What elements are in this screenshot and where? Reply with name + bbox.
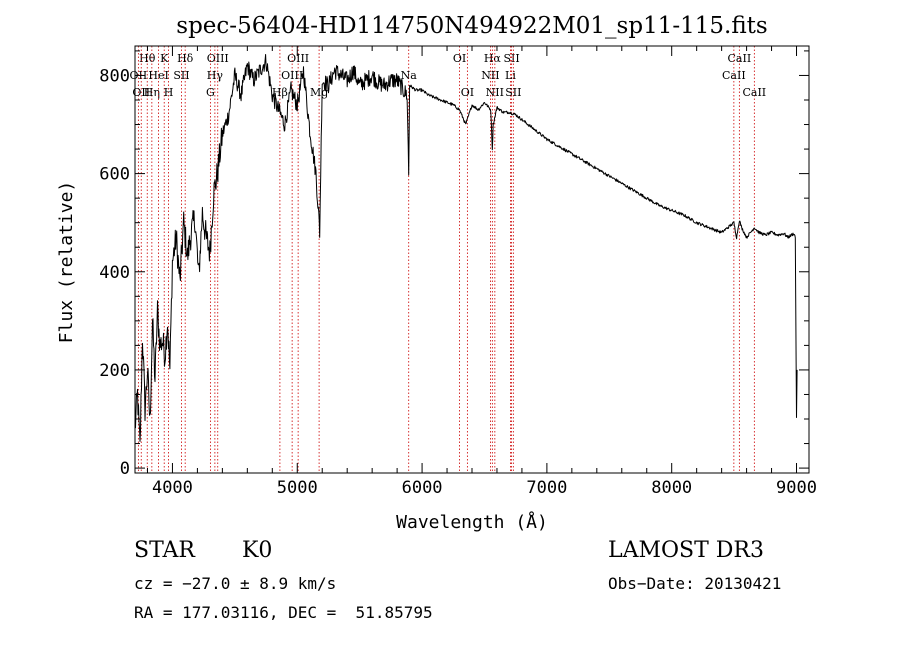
line-marker-label: OI: [453, 52, 466, 65]
line-marker-label: H: [164, 86, 174, 99]
line-marker-label: SII: [173, 69, 189, 82]
line-marker-label: Hα: [484, 52, 502, 65]
line-marker-label: NII: [486, 86, 504, 99]
coordinates-text: RA = 177.03116, DEC = 51.85795: [134, 603, 433, 622]
object-subclass: K0: [242, 538, 273, 563]
line-marker-label: Li: [505, 69, 516, 82]
y-axis-label: Flux (relative): [56, 181, 77, 344]
x-tick-label: 6000: [402, 478, 443, 498]
line-marker-label: Na: [401, 69, 418, 82]
x-tick-label: 5000: [277, 478, 318, 498]
x-tick-label: 4000: [152, 478, 193, 498]
line-marker-label: Hη: [144, 86, 160, 99]
line-marker-label: HeI: [148, 69, 168, 82]
y-tick-label: 200: [99, 361, 130, 381]
y-tick-label: 800: [99, 66, 130, 86]
line-marker-label: OIII: [207, 52, 229, 65]
line-marker-label: OI: [461, 86, 474, 99]
chart-title: spec-56404-HD114750N494922M01_sp11-115.f…: [176, 13, 767, 39]
line-marker-label: OIII: [287, 52, 309, 65]
line-marker-label: G: [206, 86, 215, 99]
obs-date-text: Obs−Date: 20130421: [608, 574, 782, 593]
line-marker-label: Mg: [310, 86, 328, 99]
y-tick-label: 600: [99, 165, 130, 185]
x-tick-label: 8000: [651, 478, 692, 498]
line-marker-label: SII: [503, 52, 519, 65]
y-tick-label: 400: [99, 263, 130, 283]
redshift-text: cz = −27.0 ± 8.9 km/s: [134, 574, 337, 593]
flux-series-line: [134, 54, 798, 442]
line-marker-label: Hθ: [139, 52, 156, 65]
line-marker-label: OIII: [281, 69, 303, 82]
line-marker-label: K: [160, 52, 169, 65]
series-layer: [134, 54, 798, 442]
line-marker-label: Hδ: [177, 52, 194, 65]
line-marker-label: CaII: [722, 69, 746, 82]
line-marker-label: SII: [505, 86, 521, 99]
line-marker-label: NII: [481, 69, 499, 82]
object-class: STAR: [134, 538, 195, 563]
y-tick-label: 0: [120, 459, 130, 479]
line-marker-label: CaII: [742, 86, 766, 99]
plot-frame: [134, 45, 810, 474]
survey-label: LAMOST DR3: [608, 538, 764, 563]
x-axis-label: Wavelength (Å): [396, 511, 548, 533]
line-marker-label: OII: [132, 86, 150, 99]
x-tick-label: 7000: [526, 478, 567, 498]
line-marker-label: Hγ: [207, 69, 224, 82]
line-marker-label: CaII: [728, 52, 752, 65]
axes: 4000 5000 6000 7000 8000 9000 0 200 400 600 800: [99, 46, 817, 498]
x-tick-label: 9000: [776, 478, 817, 498]
